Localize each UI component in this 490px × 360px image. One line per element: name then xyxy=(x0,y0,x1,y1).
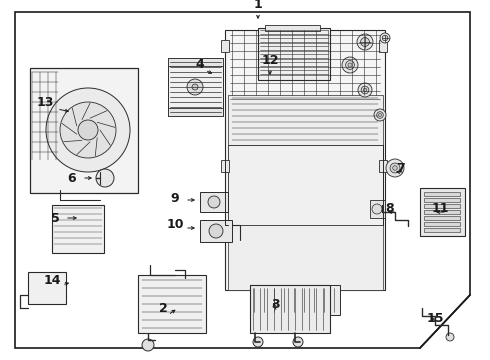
Circle shape xyxy=(390,163,400,173)
Bar xyxy=(221,160,229,172)
Bar xyxy=(228,225,383,290)
Circle shape xyxy=(377,112,383,118)
Circle shape xyxy=(363,88,367,92)
Bar xyxy=(379,160,387,172)
Bar xyxy=(225,30,385,290)
Bar xyxy=(379,40,387,52)
Circle shape xyxy=(96,169,114,187)
Bar xyxy=(250,285,330,333)
Circle shape xyxy=(446,333,454,341)
Text: 12: 12 xyxy=(261,54,279,67)
Bar xyxy=(424,210,460,214)
Circle shape xyxy=(142,339,154,351)
Circle shape xyxy=(357,34,373,50)
Bar xyxy=(424,228,460,232)
Text: 4: 4 xyxy=(196,58,204,72)
Bar xyxy=(168,58,223,66)
Circle shape xyxy=(361,37,369,46)
Circle shape xyxy=(78,120,98,140)
Circle shape xyxy=(192,84,198,90)
Circle shape xyxy=(293,337,303,347)
Text: 11: 11 xyxy=(431,202,449,215)
Circle shape xyxy=(393,166,397,170)
Circle shape xyxy=(348,63,352,67)
Text: 14: 14 xyxy=(43,274,61,287)
Bar xyxy=(52,205,104,253)
Circle shape xyxy=(342,57,358,73)
Text: 5: 5 xyxy=(50,211,59,225)
Circle shape xyxy=(382,35,388,41)
Bar xyxy=(424,198,460,202)
Bar xyxy=(258,28,330,80)
Bar xyxy=(168,58,223,116)
Bar xyxy=(30,68,138,193)
Text: 1: 1 xyxy=(254,0,262,12)
Text: 8: 8 xyxy=(386,202,394,215)
Circle shape xyxy=(386,159,404,177)
Text: 13: 13 xyxy=(36,96,54,109)
Circle shape xyxy=(361,86,369,94)
Bar xyxy=(424,192,460,196)
Bar xyxy=(265,25,320,31)
Text: 7: 7 xyxy=(395,162,404,175)
Bar xyxy=(28,272,66,304)
Bar xyxy=(200,192,228,212)
Bar xyxy=(424,216,460,220)
Circle shape xyxy=(60,102,116,158)
Circle shape xyxy=(187,79,203,95)
Text: 10: 10 xyxy=(166,219,184,231)
Bar xyxy=(424,204,460,208)
Bar xyxy=(221,40,229,52)
Circle shape xyxy=(46,88,130,172)
Circle shape xyxy=(253,337,263,347)
Text: 3: 3 xyxy=(270,298,279,311)
Circle shape xyxy=(372,204,382,214)
Bar xyxy=(228,145,383,225)
Circle shape xyxy=(345,60,354,69)
Bar xyxy=(138,275,206,333)
Circle shape xyxy=(378,113,382,117)
Text: 9: 9 xyxy=(171,192,179,204)
Circle shape xyxy=(209,224,223,238)
Circle shape xyxy=(208,196,220,208)
Circle shape xyxy=(374,109,386,121)
Circle shape xyxy=(358,83,372,97)
Bar xyxy=(168,108,223,116)
Bar xyxy=(370,200,385,218)
Text: 2: 2 xyxy=(159,302,168,315)
Bar xyxy=(228,95,383,145)
Bar xyxy=(424,222,460,226)
Circle shape xyxy=(380,33,390,43)
Text: 15: 15 xyxy=(426,311,444,324)
Text: 6: 6 xyxy=(68,171,76,184)
Bar xyxy=(200,220,232,242)
Bar xyxy=(420,188,465,236)
Bar xyxy=(250,285,340,315)
